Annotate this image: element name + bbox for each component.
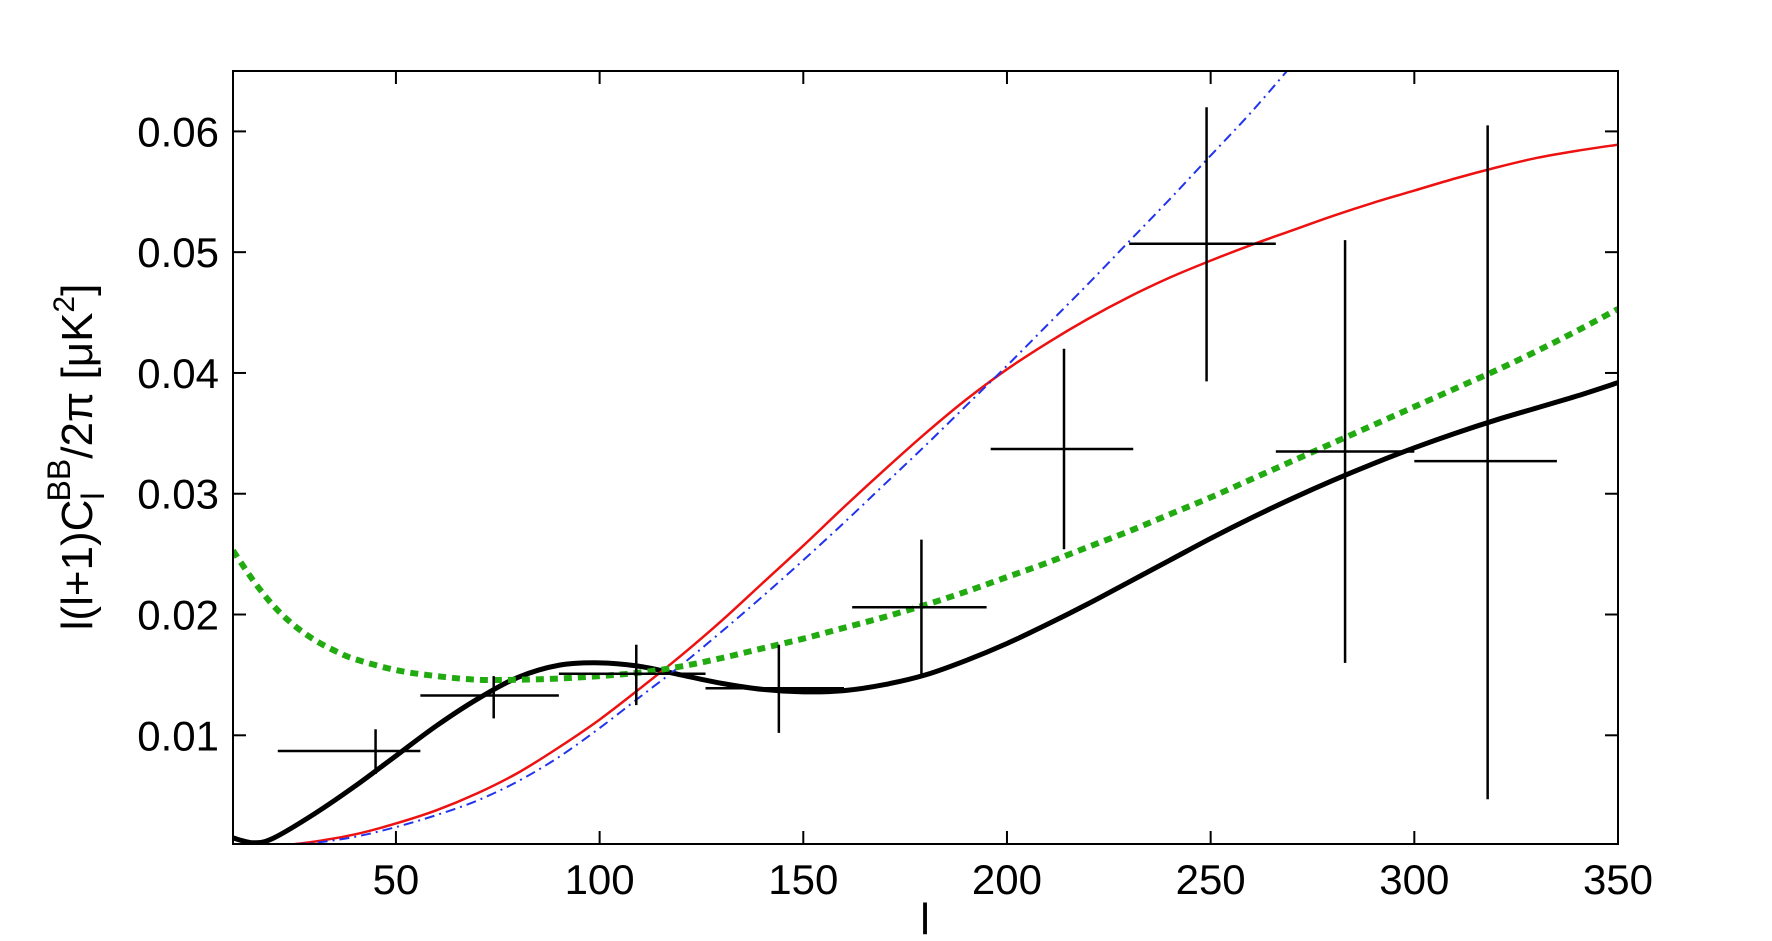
data-point (990, 348, 1134, 550)
y-axis-label-close: ] (53, 284, 102, 296)
y-axis-label-suffix: /2π [μK (53, 313, 102, 459)
data-point (1275, 240, 1415, 663)
series-line-3 (277, 71, 1289, 844)
x-axis-label: l (920, 895, 930, 941)
series-line-1 (233, 380, 1618, 844)
x-tick-label: 200 (972, 856, 1042, 903)
x-axis: 50 100 150 200 250 300 350 (373, 71, 1653, 903)
data-point (1129, 107, 1276, 382)
y-tick-label: 0.04 (137, 350, 219, 397)
series-line-4 (233, 306, 1618, 684)
y-tick-label: 0.01 (137, 712, 219, 759)
data-point (852, 539, 987, 675)
y-tick-label: 0.03 (137, 471, 219, 518)
x-tick-label: 50 (373, 856, 420, 903)
x-tick-label: 300 (1379, 856, 1449, 903)
x-tick-label: 350 (1583, 856, 1653, 903)
data-point (705, 644, 845, 733)
plot-frame (232, 70, 1619, 845)
y-axis-label-unit-superscript: 2 (48, 296, 81, 313)
series-line-2 (284, 143, 1618, 844)
x-tick-label: 150 (768, 856, 838, 903)
x-tick-label: 100 (565, 856, 635, 903)
data-point (558, 644, 706, 706)
y-tick-label: 0.06 (137, 108, 219, 155)
series-layer (233, 71, 1618, 844)
y-axis-label: l(l+1)ClBB/2π [μK2] (41, 284, 111, 631)
data-point (277, 729, 421, 774)
data-points-layer (277, 107, 1557, 800)
y-tick-label: 0.05 (137, 229, 219, 276)
y-axis: 0.01 0.02 0.03 0.04 0.05 0.06 (137, 108, 1618, 759)
data-point (1414, 125, 1557, 800)
y-axis-label-superscript: BB (41, 459, 77, 502)
y-axis-label-subscript: l (75, 492, 111, 499)
y-axis-label-prefix: l(l+1)C (53, 500, 102, 631)
data-point (420, 676, 559, 719)
x-tick-label: 250 (1176, 856, 1246, 903)
y-tick-label: 0.02 (137, 592, 219, 639)
